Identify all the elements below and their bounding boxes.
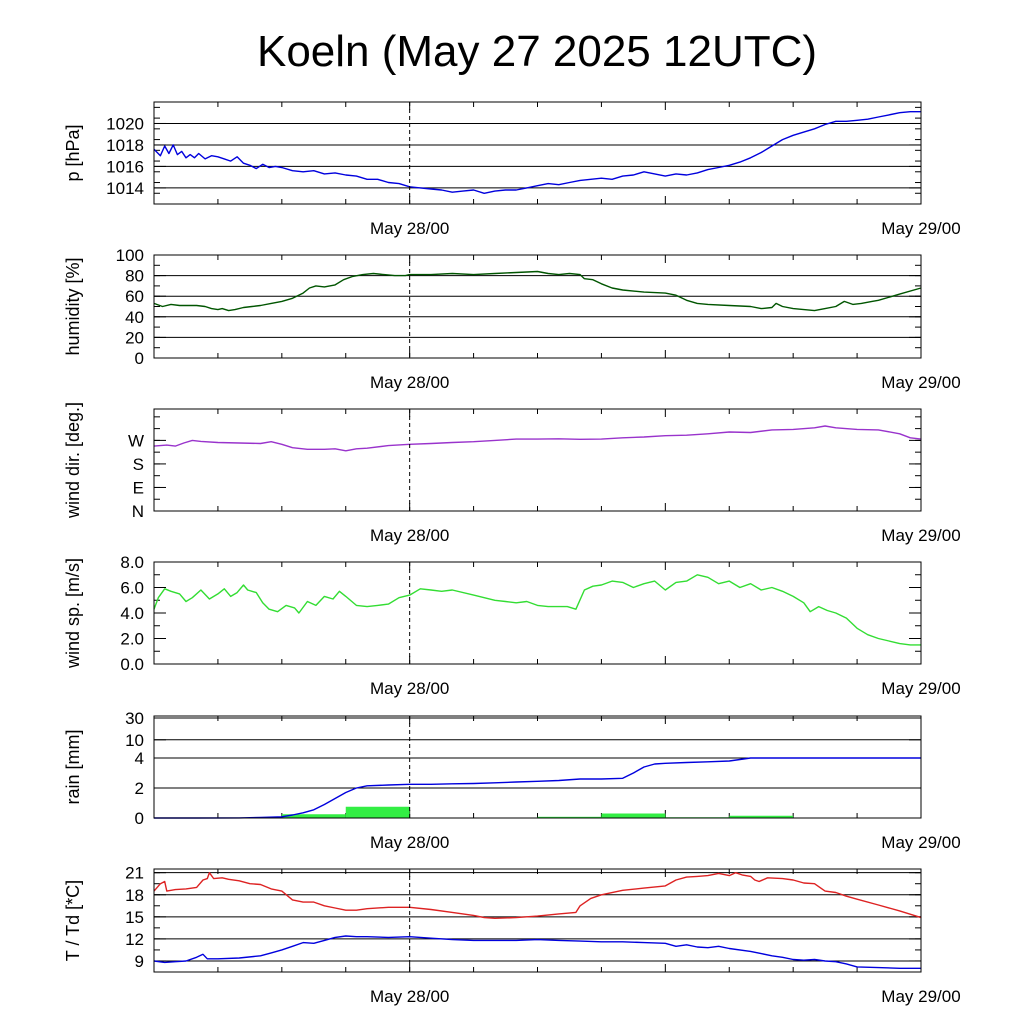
panel-6: 9 12 15 18 21 T / Td [*C] May 28/00 May 29/00: [63, 864, 961, 1006]
x-tick-label: May 29/00: [881, 987, 960, 1006]
y-axis-label: T / Td [*C]: [63, 880, 83, 961]
y-tick-label: 18: [125, 886, 144, 905]
y-axis-label: wind dir. [deg.]: [63, 402, 83, 519]
y-tick-label: 0: [135, 349, 144, 368]
y-tick-label: 4.0: [120, 604, 144, 623]
panel-frame: [154, 869, 921, 972]
y-tick-label: 6.0: [120, 579, 144, 598]
y-tick-label: 2: [135, 779, 144, 798]
y-tick-label: 0.0: [120, 655, 144, 674]
y-axis-label: p [hPa]: [63, 124, 83, 181]
y-tick-label: 30: [125, 709, 144, 728]
x-tick-label: May 28/00: [370, 833, 449, 852]
y-tick-label: 1018: [106, 136, 144, 155]
panel-1: 1014 1016 1018 1020 p [hPa] May 28/00 May 29/0…: [63, 102, 961, 238]
x-tick-label: May 28/00: [370, 987, 449, 1006]
x-tick-label: May 28/00: [370, 373, 449, 392]
y-tick-label: 9: [135, 952, 144, 971]
y-tick-label: 40: [125, 308, 144, 327]
x-tick-label: May 29/00: [881, 219, 960, 238]
y-axis-label: wind sp. [m/s]: [63, 558, 83, 669]
y-tick-label: 80: [125, 267, 144, 286]
rain-bar: [346, 807, 410, 818]
rain-bar: [601, 814, 665, 819]
y-axis-label: rain [mm]: [63, 729, 83, 804]
y-tick-label: W: [128, 431, 144, 450]
series-line-1: [154, 873, 921, 919]
series-line-1: [154, 575, 921, 645]
y-tick-label: E: [133, 478, 144, 497]
y-tick-label: 8.0: [120, 553, 144, 572]
series-line-1: [154, 272, 921, 311]
panel-frame: [154, 409, 921, 511]
x-tick-label: May 28/00: [370, 526, 449, 545]
x-tick-label: May 28/00: [370, 219, 449, 238]
x-tick-label: May 29/00: [881, 373, 960, 392]
y-tick-label: N: [132, 502, 144, 521]
y-tick-label: 0: [135, 809, 144, 828]
y-axis-label: humidity [%]: [63, 257, 83, 355]
y-tick-label: 100: [116, 246, 144, 265]
x-tick-label: May 29/00: [881, 833, 960, 852]
y-tick-label: 21: [125, 864, 144, 883]
panel-frame: [154, 562, 921, 664]
panel-5: 0 2 410 30 rain [mm] May 28/00 May 29/00: [63, 709, 961, 852]
panel-4: 0.0 2.0 4.0 6.0 8.0 wind sp. [m/s] May 28/00 Ma…: [63, 553, 961, 698]
x-tick-label: May 29/00: [881, 526, 960, 545]
chart-title: Koeln (May 27 2025 12UTC): [257, 27, 817, 76]
x-tick-label: May 28/00: [370, 679, 449, 698]
y-tick-label: 60: [125, 287, 144, 306]
y-tick-label: 12: [125, 930, 144, 949]
series-line-2: [154, 936, 921, 968]
panel-frame: [154, 102, 921, 204]
y-tick-label: 1016: [106, 157, 144, 176]
y-tick-label: 4: [135, 749, 144, 768]
y-tick-label: S: [133, 455, 144, 474]
y-tick-label: 1014: [106, 179, 144, 198]
panel-frame: [154, 255, 921, 358]
x-tick-label: May 29/00: [881, 679, 960, 698]
series-line-1: [154, 426, 921, 451]
y-tick-label: 2.0: [120, 630, 144, 649]
y-tick-label: 15: [125, 908, 144, 927]
y-tick-label: 10: [125, 731, 144, 750]
y-tick-label: 20: [125, 328, 144, 347]
y-tick-label: 1020: [106, 114, 144, 133]
panel-frame: [154, 716, 921, 818]
